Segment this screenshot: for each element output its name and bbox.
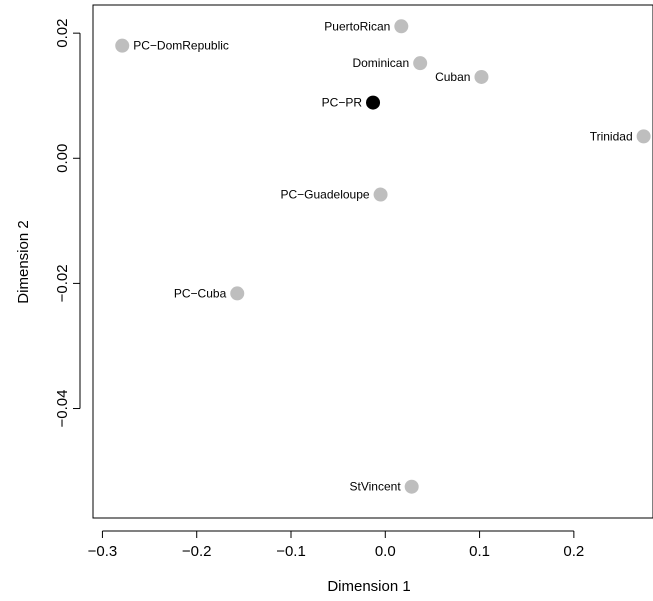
point-label: Trinidad xyxy=(590,129,633,143)
x-tick-label: 0.1 xyxy=(469,543,490,560)
data-point xyxy=(474,69,489,84)
data-point xyxy=(373,187,388,202)
x-tick-label: −0.2 xyxy=(182,543,212,560)
plot-frame xyxy=(92,4,653,519)
x-tick-label: 0.2 xyxy=(563,543,584,560)
point-label: StVincent xyxy=(350,480,402,494)
y-tick-label: −0.02 xyxy=(54,264,71,302)
x-tick-label: −0.3 xyxy=(88,543,118,560)
point-label: Dominican xyxy=(352,56,409,70)
y-axis: 0.02 0.00 −0.02 −0.04 xyxy=(54,19,81,428)
x-axis: −0.3 −0.2 −0.1 0.0 0.1 0.2 xyxy=(88,530,584,560)
data-point xyxy=(636,129,651,144)
data-point xyxy=(230,286,245,301)
data-point xyxy=(413,56,428,71)
x-axis-title: Dimension 1 xyxy=(327,578,410,595)
data-point xyxy=(366,95,381,110)
y-tick-label: 0.00 xyxy=(54,144,71,173)
point-label: Cuban xyxy=(435,70,470,84)
data-point xyxy=(394,19,409,34)
data-point xyxy=(404,479,419,494)
x-tick-label: −0.1 xyxy=(276,543,306,560)
points-layer: PC−DomRepublic PuertoRican Dominican Cuban P… xyxy=(115,19,651,494)
point-label: PuertoRican xyxy=(324,19,390,33)
y-axis-title: Dimension 2 xyxy=(15,220,32,303)
point-label: PC−Cuba xyxy=(174,286,227,300)
y-tick-label: −0.04 xyxy=(54,390,71,428)
x-tick-label: 0.0 xyxy=(375,543,396,560)
point-label: PC−DomRepublic xyxy=(133,39,229,53)
point-label: PC−Guadeloupe xyxy=(280,188,369,202)
data-point xyxy=(115,38,130,53)
point-label: PC−PR xyxy=(322,96,363,110)
y-tick-label: 0.02 xyxy=(54,19,71,48)
